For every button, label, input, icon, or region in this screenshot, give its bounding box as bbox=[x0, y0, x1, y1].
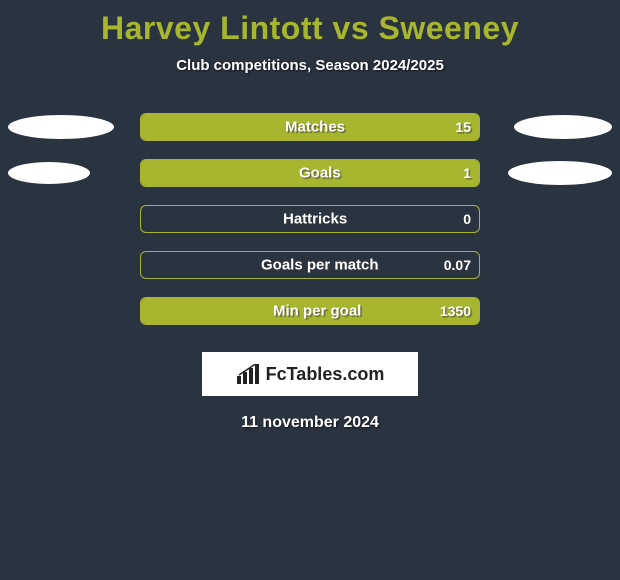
brand-chart-icon bbox=[236, 364, 262, 384]
stat-value: 0.07 bbox=[444, 257, 471, 273]
stat-bar: Goals per match 0.07 bbox=[140, 251, 480, 279]
left-ellipse bbox=[8, 162, 90, 184]
stat-label: Goals bbox=[299, 165, 341, 182]
stat-value: 1 bbox=[463, 165, 471, 181]
stat-value: 1350 bbox=[440, 303, 471, 319]
stat-row: Matches 15 bbox=[0, 104, 620, 150]
stat-bar: Goals 1 bbox=[140, 159, 480, 187]
stat-row: Min per goal 1350 bbox=[0, 288, 620, 334]
subtitle: Club competitions, Season 2024/2025 bbox=[0, 57, 620, 74]
right-ellipse bbox=[508, 161, 612, 185]
stat-row: Hattricks 0 bbox=[0, 196, 620, 242]
stat-value: 0 bbox=[463, 211, 471, 227]
left-ellipse bbox=[8, 115, 114, 139]
stat-bar: Min per goal 1350 bbox=[140, 297, 480, 325]
title-text: Harvey Lintott vs Sweeney bbox=[101, 10, 519, 46]
stat-bar: Hattricks 0 bbox=[140, 205, 480, 233]
brand-text: FcTables.com bbox=[266, 364, 385, 385]
stat-rows: Matches 15 Goals 1 Hattricks 0 Goals per match… bbox=[0, 104, 620, 334]
stat-label: Min per goal bbox=[273, 303, 361, 320]
stat-label: Goals per match bbox=[261, 257, 379, 274]
stat-label: Hattricks bbox=[283, 211, 347, 228]
right-ellipse bbox=[514, 115, 612, 139]
brand-box[interactable]: FcTables.com bbox=[202, 352, 418, 396]
stat-row: Goals per match 0.07 bbox=[0, 242, 620, 288]
stat-bar: Matches 15 bbox=[140, 113, 480, 141]
stat-row: Goals 1 bbox=[0, 150, 620, 196]
stat-label: Matches bbox=[285, 119, 345, 136]
stat-value: 15 bbox=[455, 119, 471, 135]
page-title: Harvey Lintott vs Sweeney bbox=[0, 0, 620, 47]
date-text: 11 november 2024 bbox=[0, 414, 620, 432]
